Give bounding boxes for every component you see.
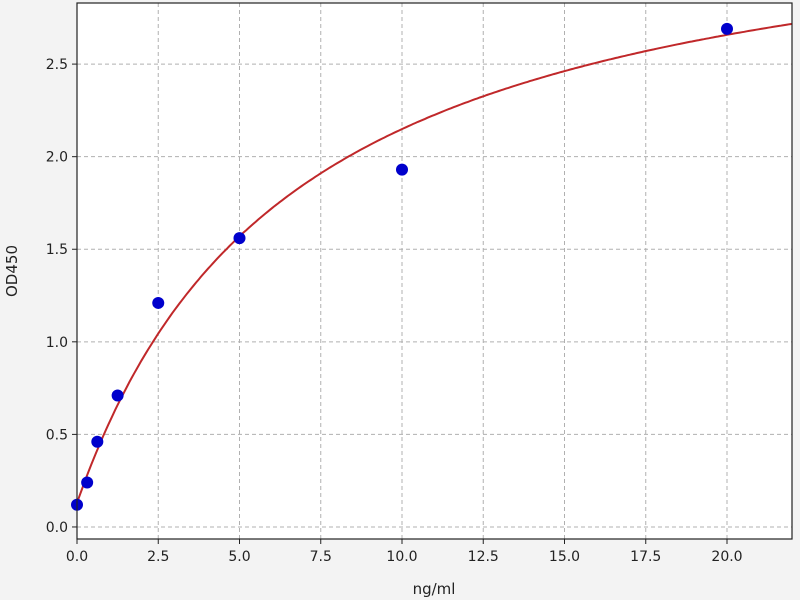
x-tick-label: 10.0 <box>386 549 417 565</box>
x-tick-label: 5.0 <box>228 549 250 565</box>
data-point <box>233 232 246 245</box>
x-tick-label: 15.0 <box>549 549 580 565</box>
grid <box>76 3 792 539</box>
y-tick-label: 2.5 <box>46 57 68 73</box>
x-axis-label: ng/ml <box>413 580 456 598</box>
data-point <box>396 163 408 176</box>
y-axis-label: OD450 <box>3 245 21 297</box>
y-ticks: 0.0 0.5 1.0 1.5 2.0 2.5 <box>46 57 77 536</box>
x-tick-label: 12.5 <box>468 549 499 565</box>
data-point <box>721 22 733 35</box>
data-point <box>152 296 165 309</box>
x-tick-label: 17.5 <box>630 549 661 565</box>
y-tick-label: 2.0 <box>46 150 68 166</box>
y-tick-label: 1.0 <box>46 335 68 351</box>
x-tick-label: 20.0 <box>711 549 742 565</box>
x-tick-label: 0.0 <box>66 549 88 565</box>
data-point <box>111 389 124 402</box>
y-tick-label: 0.0 <box>46 520 68 536</box>
y-tick-label: 0.5 <box>46 427 68 443</box>
axes-frame <box>76 2 793 540</box>
x-tick-label: 2.5 <box>147 549 169 565</box>
data-points <box>71 22 733 511</box>
data-point <box>91 435 104 448</box>
x-ticks: 0.0 2.5 5.0 7.5 10.0 12.5 15.0 17.5 20.0 <box>66 539 743 565</box>
data-point <box>81 476 94 489</box>
y-tick-label: 1.5 <box>46 242 68 258</box>
x-tick-label: 7.5 <box>310 549 332 565</box>
plot-area <box>77 3 792 539</box>
fit-curve <box>76 22 793 504</box>
